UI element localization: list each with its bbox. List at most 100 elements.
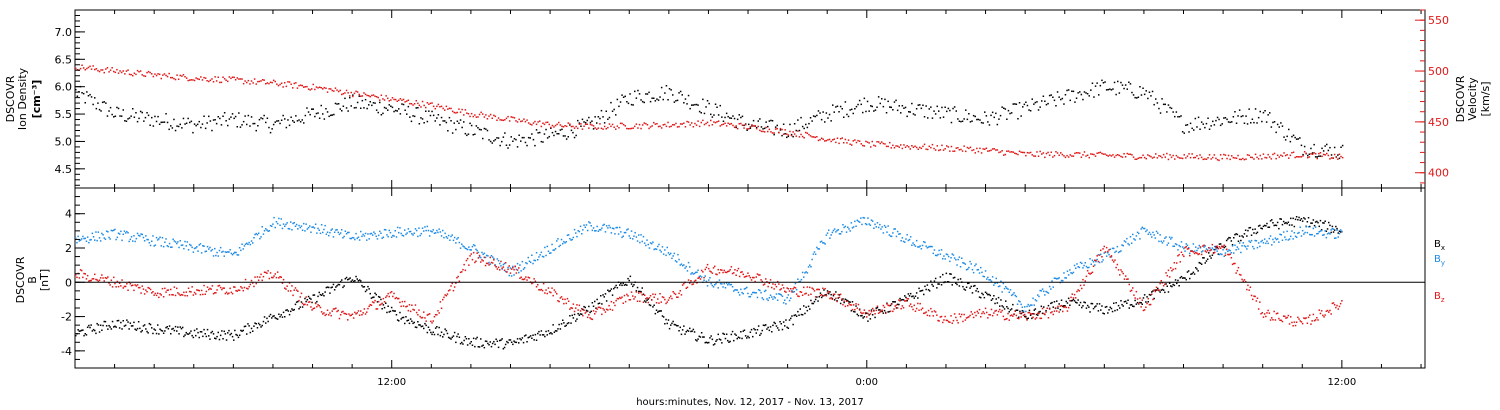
data-point [974, 264, 976, 267]
data-point [235, 251, 237, 254]
data-point [170, 333, 172, 335]
data-point [326, 91, 329, 93]
data-point [996, 302, 999, 304]
data-point [886, 231, 888, 233]
data-point [1276, 154, 1279, 156]
data-point [776, 280, 779, 283]
data-point [676, 296, 678, 298]
data-point [325, 108, 327, 110]
data-point [205, 290, 208, 293]
data-point [105, 325, 108, 327]
data-point [838, 233, 841, 235]
data-point [1290, 316, 1292, 318]
data-point [408, 304, 411, 306]
data-point [832, 294, 835, 297]
data-point [466, 257, 469, 260]
data-point [211, 129, 213, 132]
data-point [326, 231, 329, 233]
data-point [1122, 272, 1124, 275]
data-point [1075, 97, 1078, 99]
data-point [735, 125, 737, 127]
data-point [553, 126, 555, 128]
data-point [1120, 81, 1122, 84]
data-point [1283, 152, 1285, 154]
data-point [1307, 316, 1310, 319]
data-point [591, 318, 594, 321]
data-point [938, 320, 940, 322]
data-point [614, 304, 616, 307]
data-point [879, 102, 881, 105]
data-point [1262, 111, 1265, 114]
data-point [268, 315, 271, 318]
data-point [906, 300, 908, 302]
data-point [547, 330, 550, 332]
data-point [702, 271, 704, 273]
data-point [323, 228, 325, 231]
data-point [1101, 261, 1103, 263]
data-point [858, 99, 861, 102]
data-point [1009, 151, 1011, 153]
data-point [1337, 154, 1339, 156]
data-point [1270, 126, 1273, 128]
data-point [364, 98, 367, 101]
data-point [709, 337, 711, 339]
data-point [602, 307, 604, 310]
data-point [744, 287, 747, 290]
data-point [1082, 305, 1084, 307]
data-point [1341, 144, 1344, 147]
data-point [545, 254, 547, 257]
data-point [189, 243, 191, 246]
data-point [975, 290, 977, 292]
data-point [684, 126, 687, 128]
data-point [1170, 238, 1172, 240]
data-point [1183, 247, 1185, 250]
data-point [779, 127, 782, 130]
data-point [133, 116, 136, 118]
data-point [800, 313, 803, 316]
data-point [741, 291, 743, 294]
data-point [875, 309, 877, 312]
data-point [1022, 151, 1024, 154]
data-point [1299, 156, 1301, 158]
data-point [623, 294, 626, 297]
data-point [518, 118, 520, 121]
data-point [518, 267, 520, 269]
data-point [393, 98, 395, 101]
data-point [476, 252, 478, 254]
data-point [401, 103, 403, 105]
data-point [166, 121, 169, 124]
data-point [316, 305, 318, 308]
data-point [791, 315, 793, 317]
data-point [1174, 115, 1176, 118]
data-point [320, 311, 323, 313]
data-point [129, 322, 132, 324]
data-point [92, 236, 95, 238]
data-point [1053, 301, 1056, 303]
data-point [516, 269, 519, 271]
data-point [786, 133, 788, 135]
data-point [356, 278, 358, 280]
data-point [489, 263, 491, 265]
data-point [514, 341, 516, 343]
data-point [1162, 289, 1165, 291]
data-point [442, 229, 444, 232]
data-point [421, 100, 424, 103]
data-point [319, 293, 322, 296]
data-point [829, 291, 831, 293]
data-point [1066, 310, 1069, 312]
data-point [1285, 238, 1287, 241]
data-point [665, 85, 668, 87]
data-point [1166, 285, 1168, 287]
data-point [648, 304, 651, 306]
data-point [464, 109, 467, 111]
data-point [393, 110, 395, 113]
data-point [98, 279, 101, 281]
data-point [185, 331, 187, 334]
data-point [863, 316, 866, 318]
data-point [833, 111, 835, 113]
data-point [345, 276, 348, 279]
data-point [786, 296, 788, 299]
data-point [409, 230, 412, 233]
data-point [127, 118, 129, 120]
data-point [736, 269, 738, 272]
